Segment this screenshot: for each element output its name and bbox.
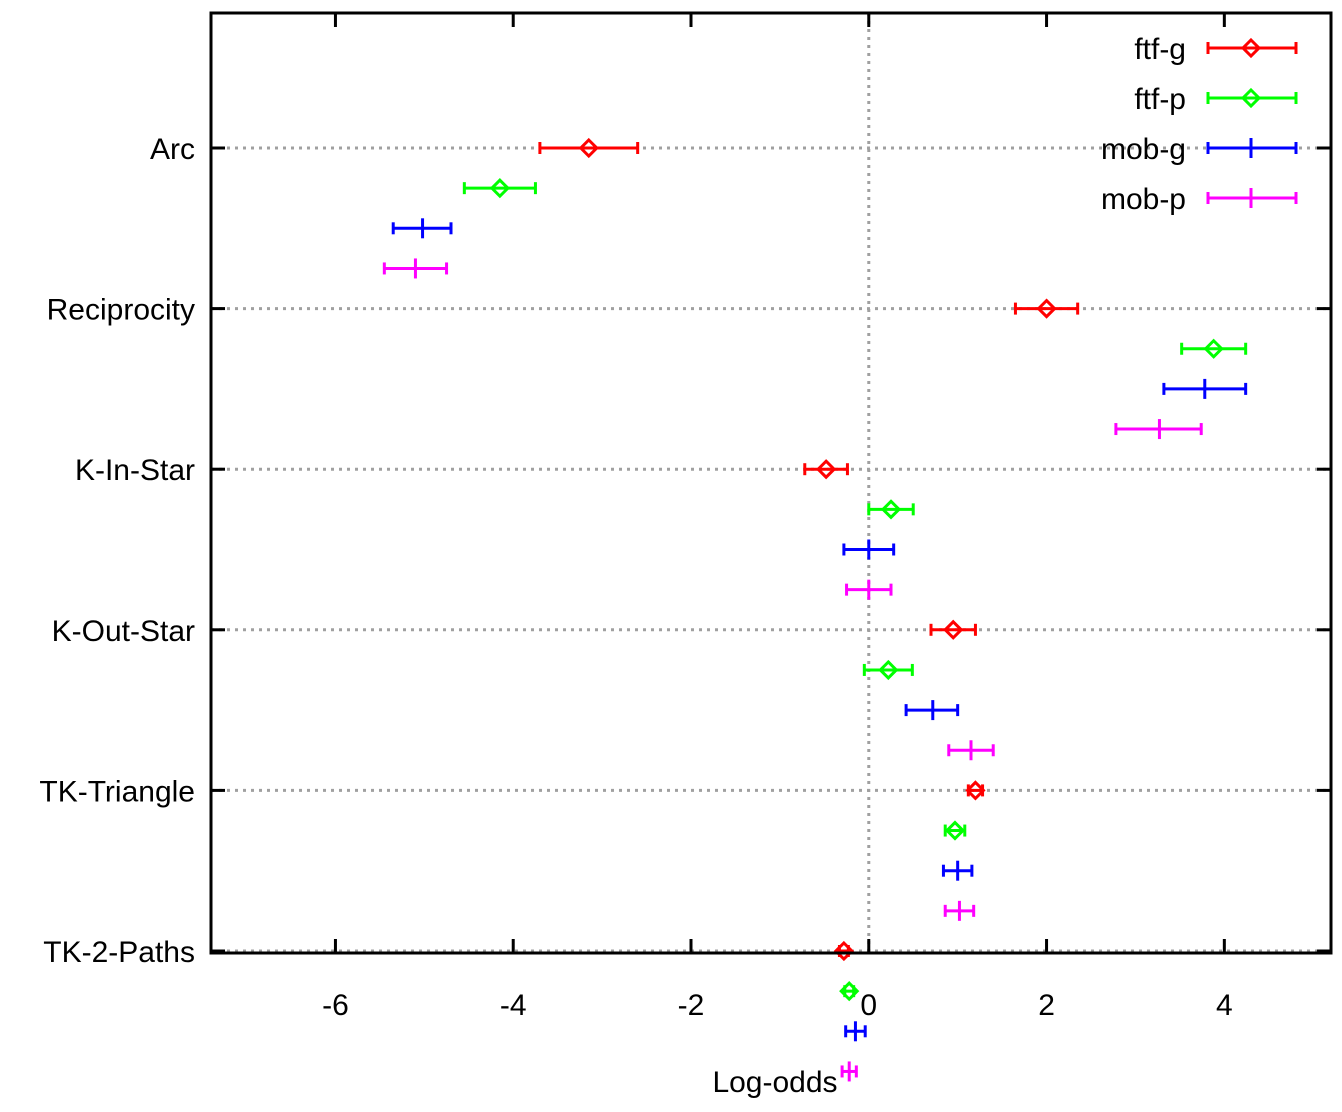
tick-layer: Arc Reciprocity K-In-Star K-Out-Star TK-Tria… bbox=[39, 13, 1331, 1022]
y-tick-label: K-In-Star bbox=[75, 454, 195, 487]
x-tick-label: 4 bbox=[1216, 989, 1233, 1022]
plot-frame bbox=[209, 11, 1333, 955]
x-tick-label: -4 bbox=[500, 989, 527, 1022]
data-point bbox=[382, 258, 449, 279]
point-marker bbox=[1203, 338, 1224, 359]
legend-item-ftf-g: ftf-g bbox=[1134, 33, 1298, 66]
point-marker bbox=[878, 659, 899, 681]
data-point bbox=[844, 1021, 867, 1042]
point-marker bbox=[815, 459, 837, 480]
data-point bbox=[941, 860, 974, 881]
data-point bbox=[929, 619, 977, 640]
data-point bbox=[867, 499, 915, 520]
data-point bbox=[1162, 378, 1248, 399]
point-marker bbox=[944, 820, 966, 841]
point-marker bbox=[880, 499, 902, 520]
data-point bbox=[862, 659, 914, 681]
series-ftf-p bbox=[462, 178, 1248, 1002]
data-point bbox=[1013, 298, 1080, 319]
point-marker bbox=[578, 137, 599, 159]
legend-label: mob-g bbox=[1101, 133, 1186, 166]
legend-label: ftf-p bbox=[1134, 83, 1186, 116]
data-layer bbox=[382, 137, 1248, 1082]
data-point bbox=[839, 981, 860, 1002]
data-point bbox=[965, 780, 986, 801]
data-point bbox=[538, 137, 640, 159]
legend-item-ftf-p: ftf-p bbox=[1134, 83, 1298, 116]
data-point bbox=[1114, 419, 1203, 440]
legend-label: ftf-g bbox=[1134, 33, 1186, 66]
legend-marker bbox=[1240, 37, 1262, 59]
y-tick-label: Reciprocity bbox=[47, 294, 195, 327]
y-tick-label: K-Out-Star bbox=[52, 615, 195, 648]
point-marker bbox=[1036, 298, 1057, 319]
point-marker bbox=[833, 940, 855, 962]
point-marker bbox=[965, 780, 986, 801]
data-point bbox=[391, 218, 453, 239]
y-tick-label: Arc bbox=[150, 133, 195, 166]
x-tick-label: 2 bbox=[1038, 989, 1055, 1022]
data-point bbox=[840, 1061, 858, 1082]
y-tick-label: TK-Triangle bbox=[39, 775, 195, 808]
data-point bbox=[1180, 338, 1248, 359]
data-point bbox=[833, 940, 855, 962]
x-axis-title: Log-odds bbox=[712, 1066, 837, 1099]
x-tick-label: -6 bbox=[322, 989, 349, 1022]
y-tick-label: TK-2-Paths bbox=[43, 936, 195, 969]
series-mob-p bbox=[382, 258, 1203, 1082]
data-point bbox=[947, 740, 995, 761]
data-point bbox=[845, 579, 893, 600]
x-tick-label: 0 bbox=[860, 989, 877, 1022]
legend-item-mob-p: mob-p bbox=[1101, 183, 1298, 216]
data-point bbox=[943, 820, 967, 841]
grid-layer bbox=[211, 13, 1331, 953]
series-ftf-g bbox=[538, 137, 1080, 962]
series-mob-g bbox=[391, 218, 1248, 1042]
point-marker bbox=[489, 178, 511, 199]
legend: ftf-g ftf-p mob-g mob-p bbox=[1101, 33, 1298, 216]
legend-marker bbox=[1240, 87, 1262, 109]
data-point bbox=[842, 539, 896, 560]
data-point bbox=[803, 459, 849, 480]
x-tick-label: -2 bbox=[678, 989, 705, 1022]
point-marker bbox=[943, 619, 964, 640]
data-point bbox=[943, 900, 976, 921]
point-marker bbox=[839, 981, 860, 1002]
data-point bbox=[904, 700, 960, 721]
data-point bbox=[462, 178, 537, 199]
legend-item-mob-g: mob-g bbox=[1101, 133, 1298, 166]
legend-label: mob-p bbox=[1101, 183, 1186, 216]
